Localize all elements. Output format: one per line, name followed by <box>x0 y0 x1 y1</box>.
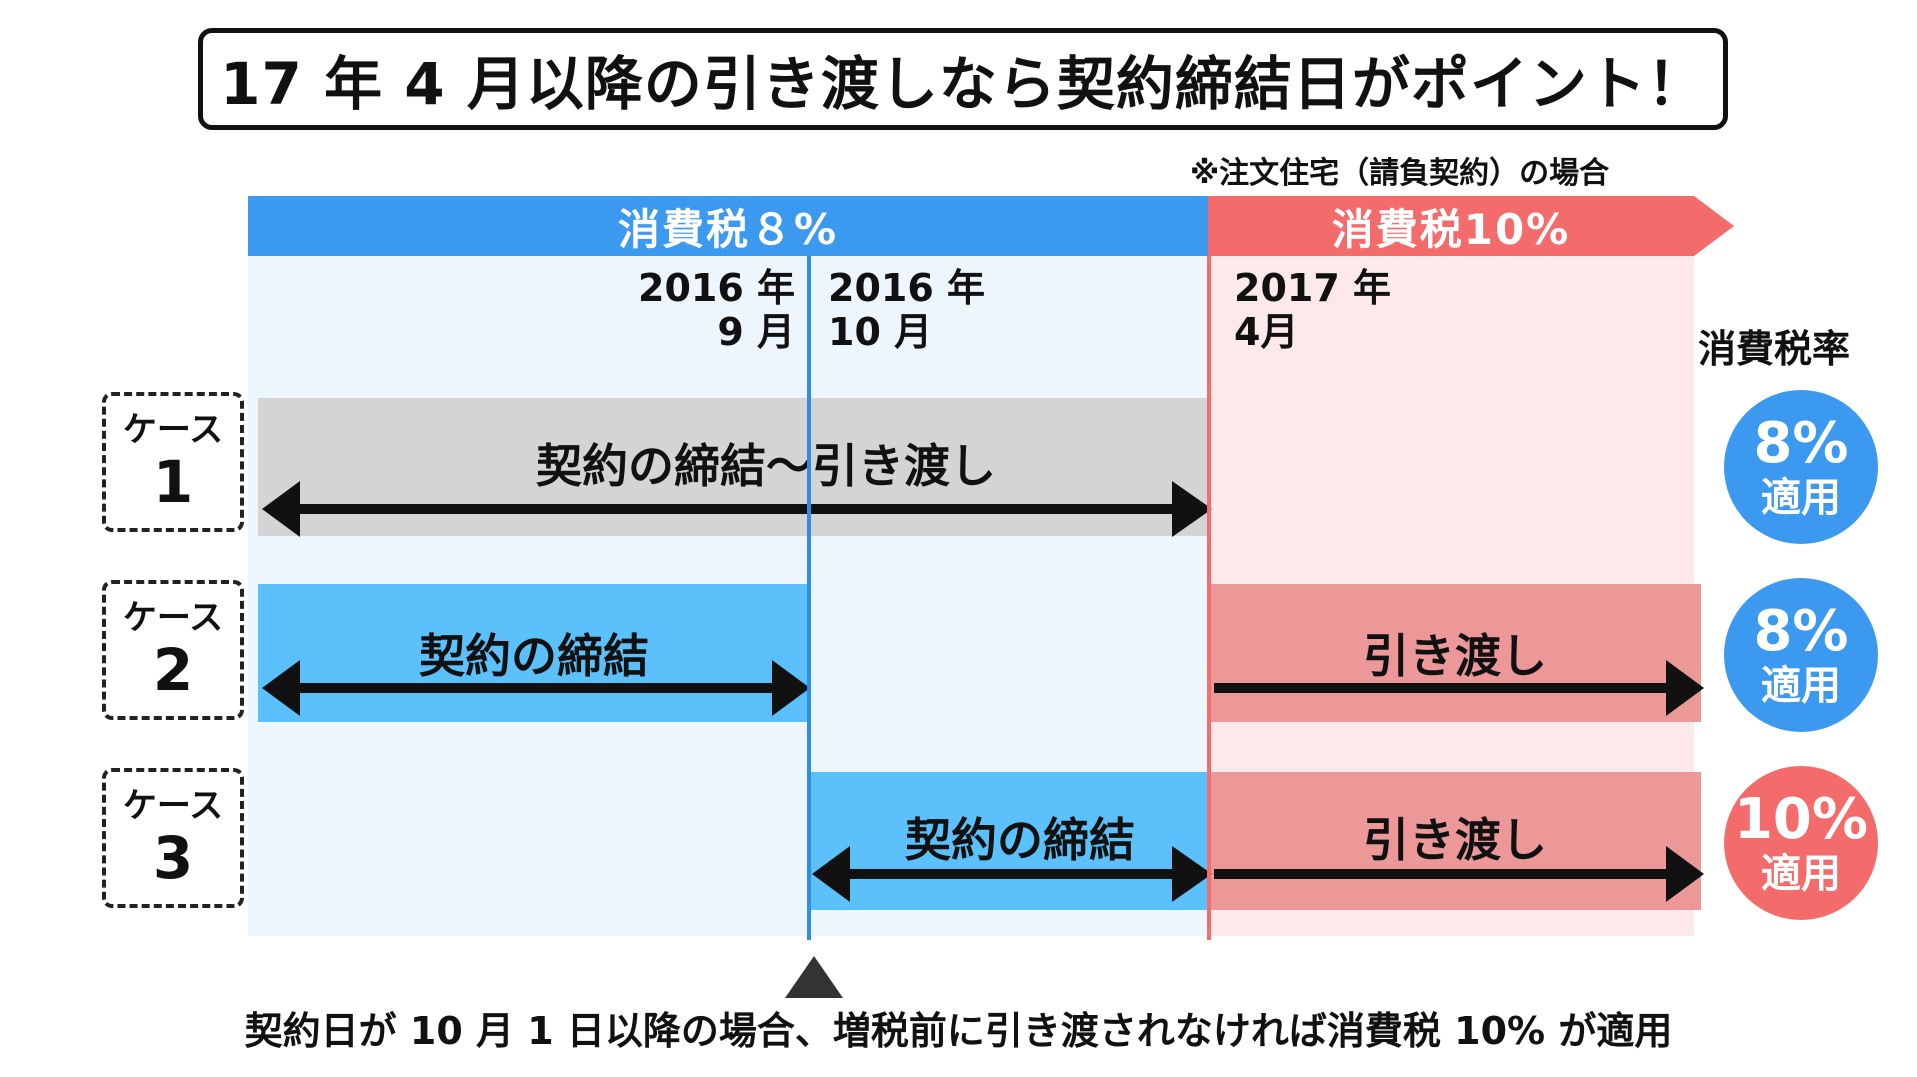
case2-box: ケース 2 <box>102 580 244 720</box>
case2-delivery-bar: 引き渡し <box>1211 584 1701 722</box>
case3-contract-double-arrow <box>812 846 1212 902</box>
case2-delivery-arrow <box>1214 660 1704 716</box>
case3-number: 3 <box>152 824 194 892</box>
case3-rate-badge: 10% 適用 <box>1724 766 1878 920</box>
timeline-arrow-tip <box>1694 196 1734 256</box>
case1-bar-label: 契約の締結～引き渡し <box>536 439 996 493</box>
case3-contract-label: 契約の締結 <box>905 813 1135 867</box>
oct-2016-line <box>807 256 811 940</box>
case2-contract-label: 契約の締結 <box>419 629 649 683</box>
tax10-band: 消費税10% <box>1208 196 1694 256</box>
case1-rate-badge: 8% 適用 <box>1724 390 1878 544</box>
date-2017-04-month: 4月 <box>1234 310 1299 354</box>
case3-contract-bar: 契約の締結 <box>811 772 1209 910</box>
tax10-band-label: 消費税10% <box>1331 204 1571 254</box>
case1-rate-text: 適用 <box>1761 475 1841 521</box>
date-2016-09: 2016 年 9 月 <box>638 266 795 354</box>
case3-box: ケース 3 <box>102 768 244 908</box>
case1-double-arrow <box>262 481 1212 537</box>
case1-label: ケース <box>122 410 224 450</box>
case2-rate-badge: 8% 適用 <box>1724 578 1878 732</box>
date-2017-04: 2017 年 4月 <box>1234 266 1391 354</box>
case2-contract-bar: 契約の締結 <box>258 584 809 722</box>
apr-2017-line <box>1207 256 1211 940</box>
page-title: 17 年 4 月以降の引き渡しなら契約締結日がポイント！ <box>198 28 1728 130</box>
case3-label: ケース <box>122 786 224 826</box>
case3-delivery-bar: 引き渡し <box>1211 772 1701 910</box>
case2-number: 2 <box>152 636 194 704</box>
tax8-band-label: 消費税８% <box>617 204 839 254</box>
date-2016-10-year: 2016 年 <box>828 266 985 310</box>
date-2016-10: 2016 年 10 月 <box>828 266 985 354</box>
contract-note: ※注文住宅（請負契約）の場合 <box>1190 156 1610 191</box>
date-2016-09-month: 9 月 <box>717 310 795 354</box>
case3-delivery-label: 引き渡し <box>1363 813 1547 867</box>
case3-rate-value: 10% <box>1733 787 1869 852</box>
tax-rate-header: 消費税率 <box>1698 327 1851 371</box>
date-2016-09-year: 2016 年 <box>638 266 795 310</box>
case2-rate-text: 適用 <box>1761 663 1841 709</box>
page-title-text: 17 年 4 月以降の引き渡しなら契約締結日がポイント！ <box>220 50 1706 118</box>
case1-rate-value: 8% <box>1753 411 1849 476</box>
date-2017-04-year: 2017 年 <box>1234 266 1391 310</box>
case3-delivery-arrow <box>1214 846 1704 902</box>
date-2016-10-month: 10 月 <box>828 310 933 354</box>
case2-label: ケース <box>122 598 224 638</box>
oct-2016-marker-triangle <box>785 956 843 998</box>
case3-rate-text: 適用 <box>1761 851 1841 897</box>
footer-note: 契約日が 10 月 1 日以降の場合、増税前に引き渡されなければ消費税 10% … <box>244 1009 1673 1053</box>
case2-delivery-label: 引き渡し <box>1363 629 1547 683</box>
tax8-band: 消費税８% <box>248 196 1208 256</box>
case1-box: ケース 1 <box>102 392 244 532</box>
case1-number: 1 <box>152 448 194 516</box>
case2-contract-double-arrow <box>262 660 810 716</box>
case2-rate-value: 8% <box>1753 599 1849 664</box>
